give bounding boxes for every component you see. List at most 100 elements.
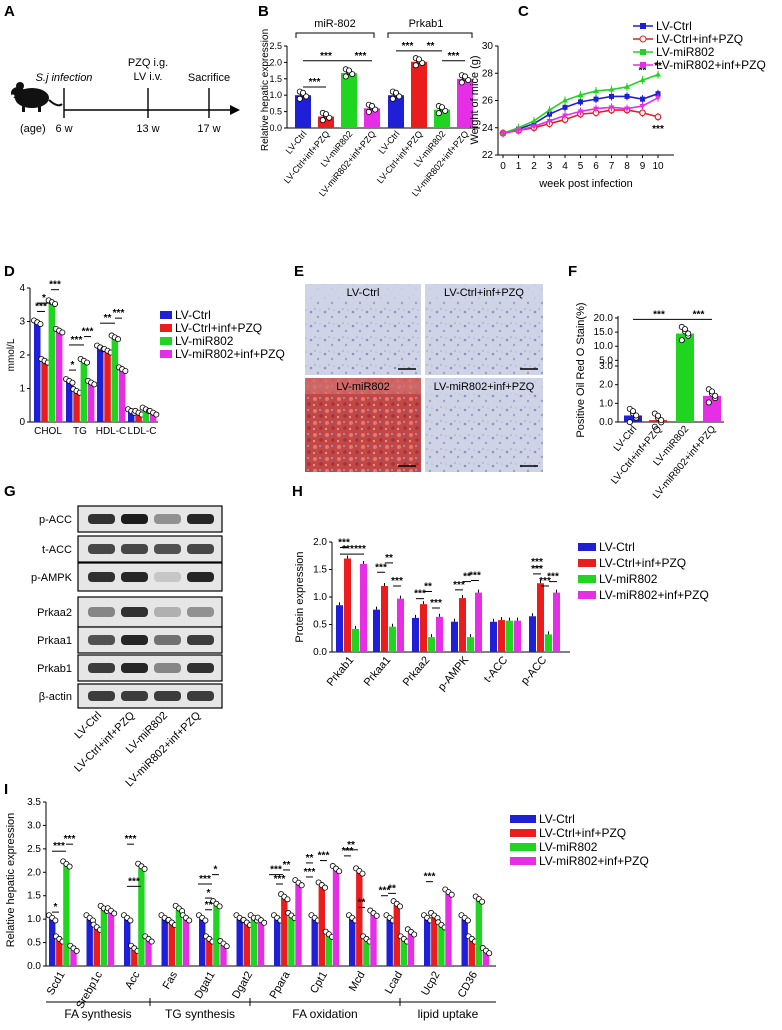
data-point <box>319 117 326 124</box>
panel-f: F 0.0 1.0 2.0 3.05.0 10.0 15.0 20.0 Positive Oi… <box>568 263 724 501</box>
y-tick-label: 10.0 <box>594 341 614 352</box>
data-point <box>626 419 633 426</box>
sig-label: *** <box>531 557 543 568</box>
legend-label: LV-Ctrl+inf+PZQ <box>539 826 626 840</box>
bar <box>363 940 370 966</box>
blot-band <box>154 514 181 524</box>
x-tick-label: Ucp2 <box>419 970 442 998</box>
x-tick-label: Cpt1 <box>308 970 330 996</box>
panel-d-label: D <box>4 263 15 280</box>
bar <box>250 919 258 966</box>
legend-marker <box>640 23 646 29</box>
legend-label: LV-Ctrl+inf+PZQ <box>599 556 686 570</box>
bar <box>118 370 126 422</box>
legend-swatch <box>578 559 596 567</box>
y-tick-label: 0.5 <box>313 620 327 631</box>
sig-label: *** <box>539 576 551 587</box>
group-header: miR-802 <box>314 18 356 30</box>
bar <box>93 928 100 966</box>
x-tick-label: 10 <box>652 161 664 172</box>
x-tick-label: 1 <box>516 161 522 172</box>
data-point <box>633 412 640 419</box>
data-point <box>655 412 662 419</box>
data-point <box>359 870 366 877</box>
data-point <box>186 917 193 924</box>
bar <box>428 637 435 652</box>
data-point <box>299 89 306 96</box>
blot-label: t-ACC <box>42 544 72 556</box>
sig-label: *** <box>342 544 354 555</box>
y-tick-label: 3.5 <box>27 797 41 808</box>
data-point <box>368 102 375 109</box>
data-point <box>296 95 303 102</box>
bar <box>438 926 445 966</box>
sig-label: ** <box>427 41 435 52</box>
bar <box>80 361 88 422</box>
bar <box>506 620 513 652</box>
data-point <box>52 917 59 924</box>
data-point <box>562 113 568 119</box>
sig-label: *** <box>355 51 367 62</box>
data-point <box>411 931 418 938</box>
x-tick-label: Fas <box>161 969 181 991</box>
x-tick-label: 6 <box>593 161 599 172</box>
bar <box>445 893 452 966</box>
data-point <box>577 109 584 115</box>
data-point <box>141 865 148 872</box>
data-point <box>655 95 661 101</box>
bar <box>161 919 168 966</box>
sig-label: *** <box>379 886 391 897</box>
bar <box>86 919 93 966</box>
y-tick-label: 1 <box>19 384 25 395</box>
sig-label: *** <box>320 51 332 62</box>
panel-f-label: F <box>568 263 577 280</box>
bar <box>311 919 318 966</box>
bar <box>104 351 111 422</box>
y-axis-label: Relative hepatic expression <box>5 813 17 948</box>
data-point <box>655 71 661 77</box>
timepoint-2-week: 17 w <box>197 123 220 135</box>
legend-label: LV-miR802 <box>656 45 715 59</box>
bar <box>100 909 108 966</box>
data-point <box>593 87 599 93</box>
data-point <box>609 93 614 99</box>
sig-label: *** <box>391 576 403 587</box>
y-tick-label: 4 <box>19 283 25 294</box>
data-point <box>639 109 646 117</box>
sig-label: *** <box>469 571 481 582</box>
bar <box>243 923 250 966</box>
panel-c: C 22 24 26 28 30 0 1 2 3 4 5 6 7 8 9 10 week post infect… <box>469 3 766 190</box>
data-point <box>392 89 399 96</box>
data-point <box>115 336 122 343</box>
x-tick-label: 5 <box>578 161 584 172</box>
y-tick-label: 20.0 <box>594 313 614 324</box>
panel-i: I 0.0 0.5 1.0 1.5 2.0 2.5 3.0 3.5 Relative hepat… <box>4 781 649 1021</box>
bar <box>199 919 206 966</box>
sig-label: *** <box>531 564 543 575</box>
legend-label: LV-Ctrl <box>599 540 635 554</box>
data-point <box>531 124 537 130</box>
category-label: FA oxidation <box>292 1007 357 1021</box>
y-axis-label: Protein expression <box>294 551 306 642</box>
bar <box>288 916 295 966</box>
panel-e: E LV-Ctrl LV-Ctrl+inf+PZ <box>294 263 543 472</box>
data-point <box>59 329 66 336</box>
timepoint-1-week: 13 w <box>136 123 159 135</box>
header-bracket <box>295 32 375 38</box>
x-tick-label: Lcad <box>383 970 405 997</box>
panel-h-label: H <box>292 483 303 500</box>
sig-label: *** <box>652 124 664 135</box>
x-tick-label: Dgat2 <box>230 970 255 1001</box>
bar <box>676 333 694 422</box>
group-header: Prkab1 <box>409 18 444 30</box>
data-point <box>66 863 73 870</box>
category-label: TG synthesis <box>165 1007 235 1021</box>
bar <box>370 914 377 966</box>
sig-label: *** <box>270 865 282 876</box>
bar <box>295 884 302 966</box>
y-tick-label: 24 <box>482 123 494 134</box>
panel-g: G p-ACC t-ACC p-AMPK Prkaa2 Prkaa1 Prkab1 β-ac… <box>4 483 223 789</box>
data-point <box>345 67 352 74</box>
data-point <box>122 367 129 374</box>
